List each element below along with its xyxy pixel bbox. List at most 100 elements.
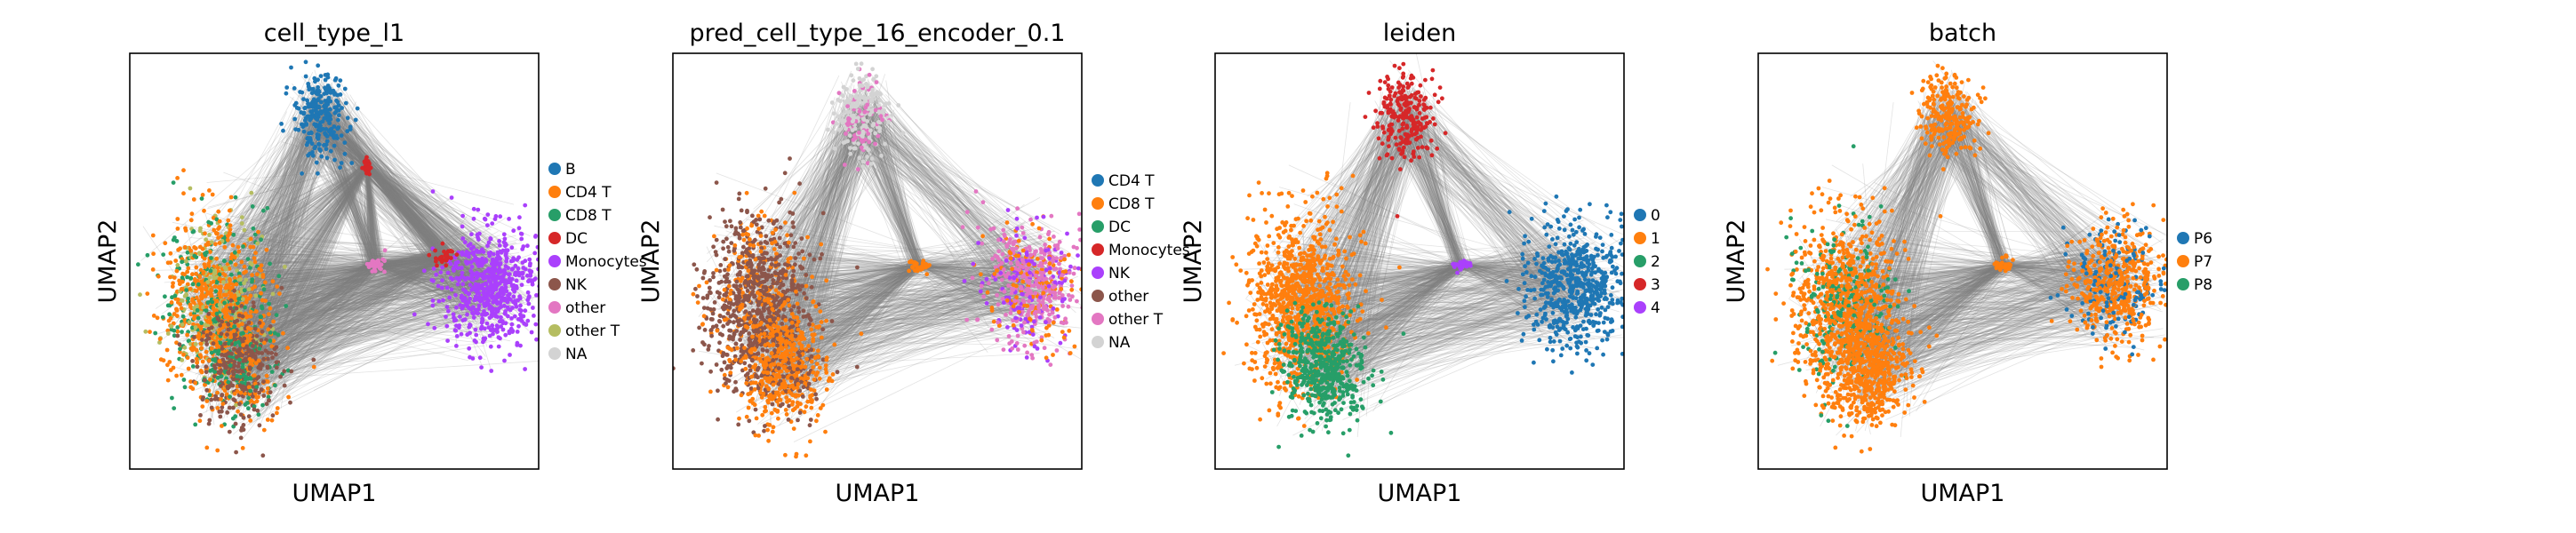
graph-edge <box>238 264 379 394</box>
graph-edge <box>246 262 444 369</box>
point <box>321 126 325 131</box>
graph-edge <box>365 161 445 270</box>
graph-edge <box>369 161 501 276</box>
point <box>242 264 247 269</box>
graph-edge <box>254 139 312 412</box>
point <box>203 231 207 236</box>
graph-edge <box>319 124 380 263</box>
point <box>199 370 204 375</box>
graph-edge <box>344 101 486 317</box>
graph-edge <box>350 128 372 264</box>
point <box>232 255 237 260</box>
point <box>476 207 481 212</box>
graph-edge <box>264 103 312 356</box>
point <box>228 394 232 399</box>
point <box>499 324 503 329</box>
graph-edge <box>331 83 364 170</box>
graph-edge <box>260 361 539 379</box>
graph-edge <box>239 265 382 302</box>
point <box>194 347 199 353</box>
point <box>232 288 236 293</box>
graph-edge <box>332 91 445 251</box>
point <box>199 346 204 351</box>
point <box>214 311 220 316</box>
graph-edge <box>234 166 366 366</box>
point <box>188 302 193 307</box>
point <box>136 262 140 267</box>
graph-edge <box>237 100 324 366</box>
point <box>299 110 304 115</box>
graph-edge <box>377 254 448 264</box>
graph-edge <box>252 314 484 365</box>
point <box>264 247 269 252</box>
point <box>195 360 200 365</box>
graph-edge <box>272 272 379 368</box>
point <box>318 123 323 129</box>
graph-edge <box>209 266 443 277</box>
graph-edge <box>284 159 368 366</box>
graph-edge <box>376 262 476 271</box>
point <box>192 276 197 282</box>
graph-edge <box>319 98 444 263</box>
graph-edge <box>236 167 368 250</box>
graph-edge <box>259 259 438 379</box>
graph-edge <box>233 253 451 354</box>
graph-edge <box>244 160 367 275</box>
point <box>336 113 341 118</box>
graph-edge <box>346 121 380 259</box>
point <box>178 246 183 251</box>
point <box>242 288 247 293</box>
point <box>232 324 236 329</box>
graph-edge <box>318 108 456 310</box>
graph-edge <box>366 162 503 295</box>
graph-edge <box>189 237 444 263</box>
point <box>244 314 249 320</box>
graph-edge <box>326 113 510 274</box>
point <box>520 275 525 281</box>
graph-edge <box>225 266 375 281</box>
graph-edge <box>248 161 366 342</box>
graph-edge <box>340 130 429 257</box>
point <box>300 124 306 130</box>
point <box>234 306 239 311</box>
point <box>251 344 255 348</box>
graph-edge <box>244 168 366 358</box>
graph-edge <box>322 138 367 165</box>
graph-edge <box>220 257 443 275</box>
graph-edge <box>248 163 370 373</box>
graph-edge <box>190 130 336 330</box>
point <box>504 243 508 248</box>
graph-edge <box>289 96 490 261</box>
point <box>342 140 348 146</box>
graph-edge <box>256 286 492 365</box>
graph-edge <box>246 295 508 381</box>
graph-edge <box>376 264 460 298</box>
graph-edge <box>178 260 449 299</box>
graph-edge <box>240 264 378 340</box>
point <box>260 304 264 309</box>
graph-edge <box>365 164 502 273</box>
point <box>215 375 220 380</box>
graph-edge <box>246 264 445 364</box>
point <box>306 153 310 158</box>
point <box>218 289 223 294</box>
graph-edge <box>248 164 368 351</box>
graph-edge <box>445 259 484 270</box>
graph-edge <box>321 97 450 262</box>
graph-edge <box>321 85 449 258</box>
graph-edge <box>334 109 502 342</box>
graph-edge <box>223 261 446 352</box>
point <box>316 104 321 109</box>
point <box>284 304 289 308</box>
point <box>253 293 259 298</box>
point <box>204 330 210 334</box>
graph-edge <box>372 245 444 270</box>
graph-edge <box>224 258 444 322</box>
graph-edge <box>213 261 462 321</box>
graph-edge <box>243 312 516 324</box>
point <box>232 250 237 255</box>
graph-edge <box>339 109 446 251</box>
point <box>237 313 242 318</box>
point <box>209 240 214 244</box>
graph-edge <box>332 125 376 270</box>
